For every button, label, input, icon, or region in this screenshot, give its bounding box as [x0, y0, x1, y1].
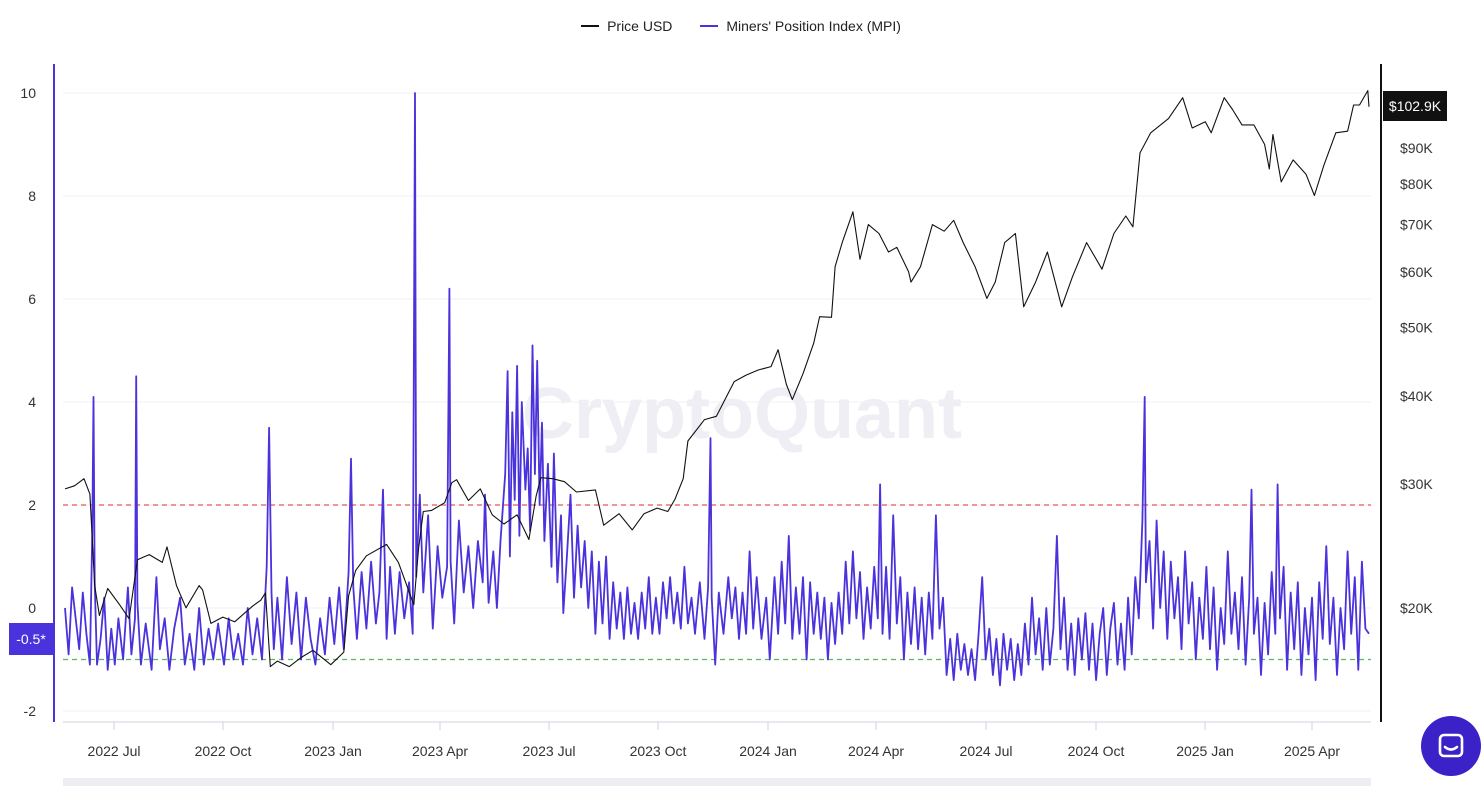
price-badge-label: $102.9K — [1389, 98, 1442, 114]
mpi-swatch — [700, 25, 719, 27]
x-tick-label: 2022 Oct — [195, 743, 252, 759]
right-tick-label: $20K — [1400, 600, 1433, 616]
x-axis: 2022 Jul 2022 Oct 2023 Jan 2023 Apr 2023 Jul… — [63, 721, 1371, 759]
series-layer — [64, 90, 1370, 687]
x-tick-label: 2023 Jul — [523, 743, 576, 759]
mpi-series-line — [64, 92, 1370, 687]
legend-label-price: Price USD — [607, 18, 673, 34]
x-tick-label: 2025 Jan — [1176, 743, 1234, 759]
left-tick-label: 6 — [28, 291, 36, 307]
right-tick-label: $70K — [1400, 217, 1433, 233]
x-tick-label: 2025 Apr — [1284, 743, 1340, 759]
x-tick-label: 2024 Jul — [960, 743, 1013, 759]
x-tick-label: 2024 Apr — [848, 743, 904, 759]
left-tick-label: 8 — [28, 188, 36, 204]
legend: Price USD Miners' Position Index (MPI) — [0, 14, 1482, 34]
right-tick-label: $50K — [1400, 320, 1433, 336]
watermark: CryptoQuant — [522, 374, 962, 454]
left-axis: 10 8 6 4 2 0 -2 — [20, 64, 55, 722]
x-tick-label: 2022 Jul — [88, 743, 141, 759]
badges: $102.9K -0.5* — [9, 91, 1447, 655]
chat-button[interactable] — [1421, 716, 1481, 776]
legend-item-mpi[interactable]: Miners' Position Index (MPI) — [700, 18, 901, 34]
left-tick-label: 10 — [20, 85, 36, 101]
x-tick-label: 2023 Jan — [304, 743, 362, 759]
right-axis: $90K $80K $70K $60K $50K $40K $30K $20K — [1380, 64, 1433, 722]
right-tick-label: $30K — [1400, 476, 1433, 492]
legend-item-price[interactable]: Price USD — [581, 18, 672, 34]
mpi-badge — [9, 623, 53, 655]
x-tick-label: 2023 Apr — [412, 743, 468, 759]
left-tick-label: 0 — [28, 600, 36, 616]
x-tick-label: 2023 Oct — [630, 743, 687, 759]
right-tick-label: $80K — [1400, 176, 1433, 192]
x-tick-label: 2024 Oct — [1068, 743, 1125, 759]
reference-lines — [63, 504, 1371, 661]
mpi-badge-label: -0.5* — [16, 631, 46, 647]
left-tick-label: 2 — [28, 497, 36, 513]
right-tick-label: $90K — [1400, 140, 1433, 156]
right-tick-label: $60K — [1400, 264, 1433, 280]
price-series-line — [64, 90, 1370, 668]
price-badge — [1383, 91, 1447, 121]
chat-icon — [1438, 733, 1464, 758]
right-tick-label: $40K — [1400, 388, 1433, 404]
legend-label-mpi: Miners' Position Index (MPI) — [726, 18, 901, 34]
left-tick-label: -2 — [24, 703, 37, 719]
x-tick-label: 2024 Jan — [739, 743, 797, 759]
range-scroll-strip[interactable] — [63, 778, 1371, 786]
price-swatch — [581, 25, 600, 27]
left-tick-label: 4 — [28, 394, 36, 410]
